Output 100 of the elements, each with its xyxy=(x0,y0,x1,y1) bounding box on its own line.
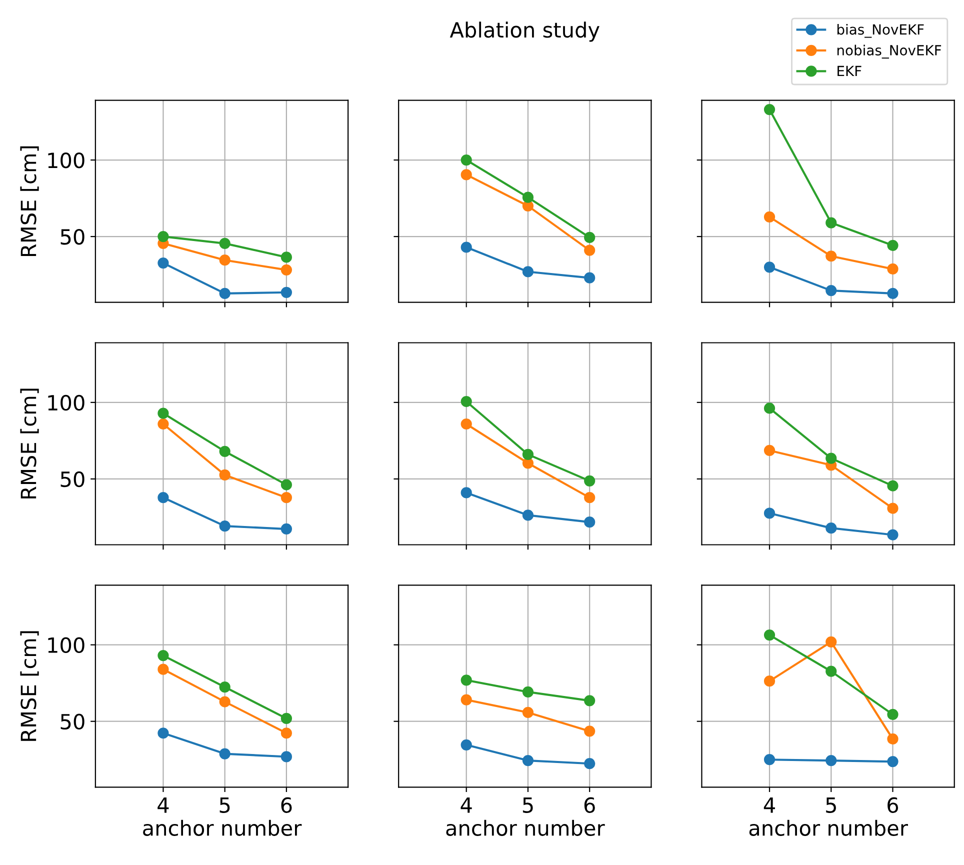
point xyxy=(280,492,292,504)
point xyxy=(887,502,898,514)
legend-label: bias_NovEKF xyxy=(837,24,924,38)
x-tick-label: 6 xyxy=(888,797,898,813)
y-axis-title: RMSE [cm] xyxy=(20,146,39,256)
point xyxy=(522,192,534,203)
point xyxy=(280,264,292,276)
point xyxy=(460,418,472,430)
point xyxy=(887,263,898,275)
point xyxy=(460,169,472,180)
point xyxy=(584,695,596,706)
point xyxy=(280,712,292,724)
chart-title: Ablation study xyxy=(450,22,600,42)
point xyxy=(219,696,230,708)
point xyxy=(219,748,230,760)
point xyxy=(887,288,898,300)
point xyxy=(887,480,898,492)
point xyxy=(584,475,596,486)
y-tick-label: 100 xyxy=(48,152,84,168)
point xyxy=(887,756,898,768)
x-axis-title: anchor number xyxy=(446,820,605,836)
point xyxy=(460,487,472,498)
point xyxy=(764,444,776,456)
point xyxy=(219,682,230,693)
point xyxy=(764,754,776,766)
x-tick-label: 4 xyxy=(460,798,472,813)
point xyxy=(158,650,169,662)
point xyxy=(826,522,837,534)
point xyxy=(584,232,596,244)
point xyxy=(460,674,472,686)
point xyxy=(584,244,596,256)
x-tick-label: 5 xyxy=(826,798,836,813)
point xyxy=(522,706,534,718)
point xyxy=(280,286,292,298)
point xyxy=(887,240,898,251)
point xyxy=(764,629,776,641)
y-tick-label: 100 xyxy=(48,637,84,654)
point xyxy=(158,492,169,504)
x-tick-label: 5 xyxy=(522,798,533,813)
point xyxy=(460,154,472,166)
point xyxy=(826,217,837,228)
y-tick-label: 50 xyxy=(60,228,84,245)
point xyxy=(219,238,230,249)
point xyxy=(764,262,776,273)
point xyxy=(584,758,596,770)
x-axis-title: anchor number xyxy=(143,820,302,836)
point xyxy=(522,754,534,766)
point xyxy=(584,726,596,737)
point xyxy=(522,510,534,521)
x-tick-label: 6 xyxy=(584,797,595,813)
point xyxy=(764,508,776,519)
point xyxy=(158,408,169,419)
point xyxy=(219,446,230,457)
point xyxy=(280,252,292,263)
point xyxy=(219,520,230,532)
point xyxy=(158,728,169,739)
y-axis-title: RMSE [cm] xyxy=(20,631,39,741)
point xyxy=(887,708,898,720)
point xyxy=(158,418,169,430)
y-tick-label: 50 xyxy=(60,714,84,730)
x-tick-label: 5 xyxy=(220,798,230,813)
point xyxy=(764,211,776,223)
point xyxy=(887,529,898,540)
point xyxy=(280,728,292,739)
x-axis-title: anchor number xyxy=(749,820,908,836)
y-axis-title: RMSE [cm] xyxy=(20,388,39,498)
point xyxy=(826,452,837,464)
point xyxy=(460,739,472,750)
point xyxy=(460,242,472,253)
point xyxy=(280,751,292,762)
x-tick-label: 4 xyxy=(158,798,169,813)
point xyxy=(887,733,898,744)
point xyxy=(826,666,837,677)
point xyxy=(584,272,596,284)
point xyxy=(219,254,230,266)
point xyxy=(460,396,472,408)
point xyxy=(584,516,596,528)
point xyxy=(764,104,776,116)
point xyxy=(158,257,169,269)
y-tick-label: 50 xyxy=(60,471,84,488)
point xyxy=(522,266,534,278)
point xyxy=(584,492,596,504)
point xyxy=(826,754,837,766)
point xyxy=(522,686,534,698)
point xyxy=(280,479,292,490)
legend-label: nobias_NovEKF xyxy=(837,44,942,59)
point xyxy=(280,523,292,535)
point xyxy=(764,676,776,687)
y-tick-label: 100 xyxy=(48,394,84,411)
point xyxy=(219,288,230,300)
point xyxy=(158,230,169,242)
point xyxy=(826,285,837,296)
point xyxy=(158,664,169,675)
point xyxy=(460,694,472,706)
x-tick-label: 6 xyxy=(281,797,292,813)
point xyxy=(219,469,230,481)
point xyxy=(522,448,534,460)
x-tick-label: 4 xyxy=(764,798,775,813)
legend-label: EKF xyxy=(838,66,862,76)
point xyxy=(764,402,776,414)
